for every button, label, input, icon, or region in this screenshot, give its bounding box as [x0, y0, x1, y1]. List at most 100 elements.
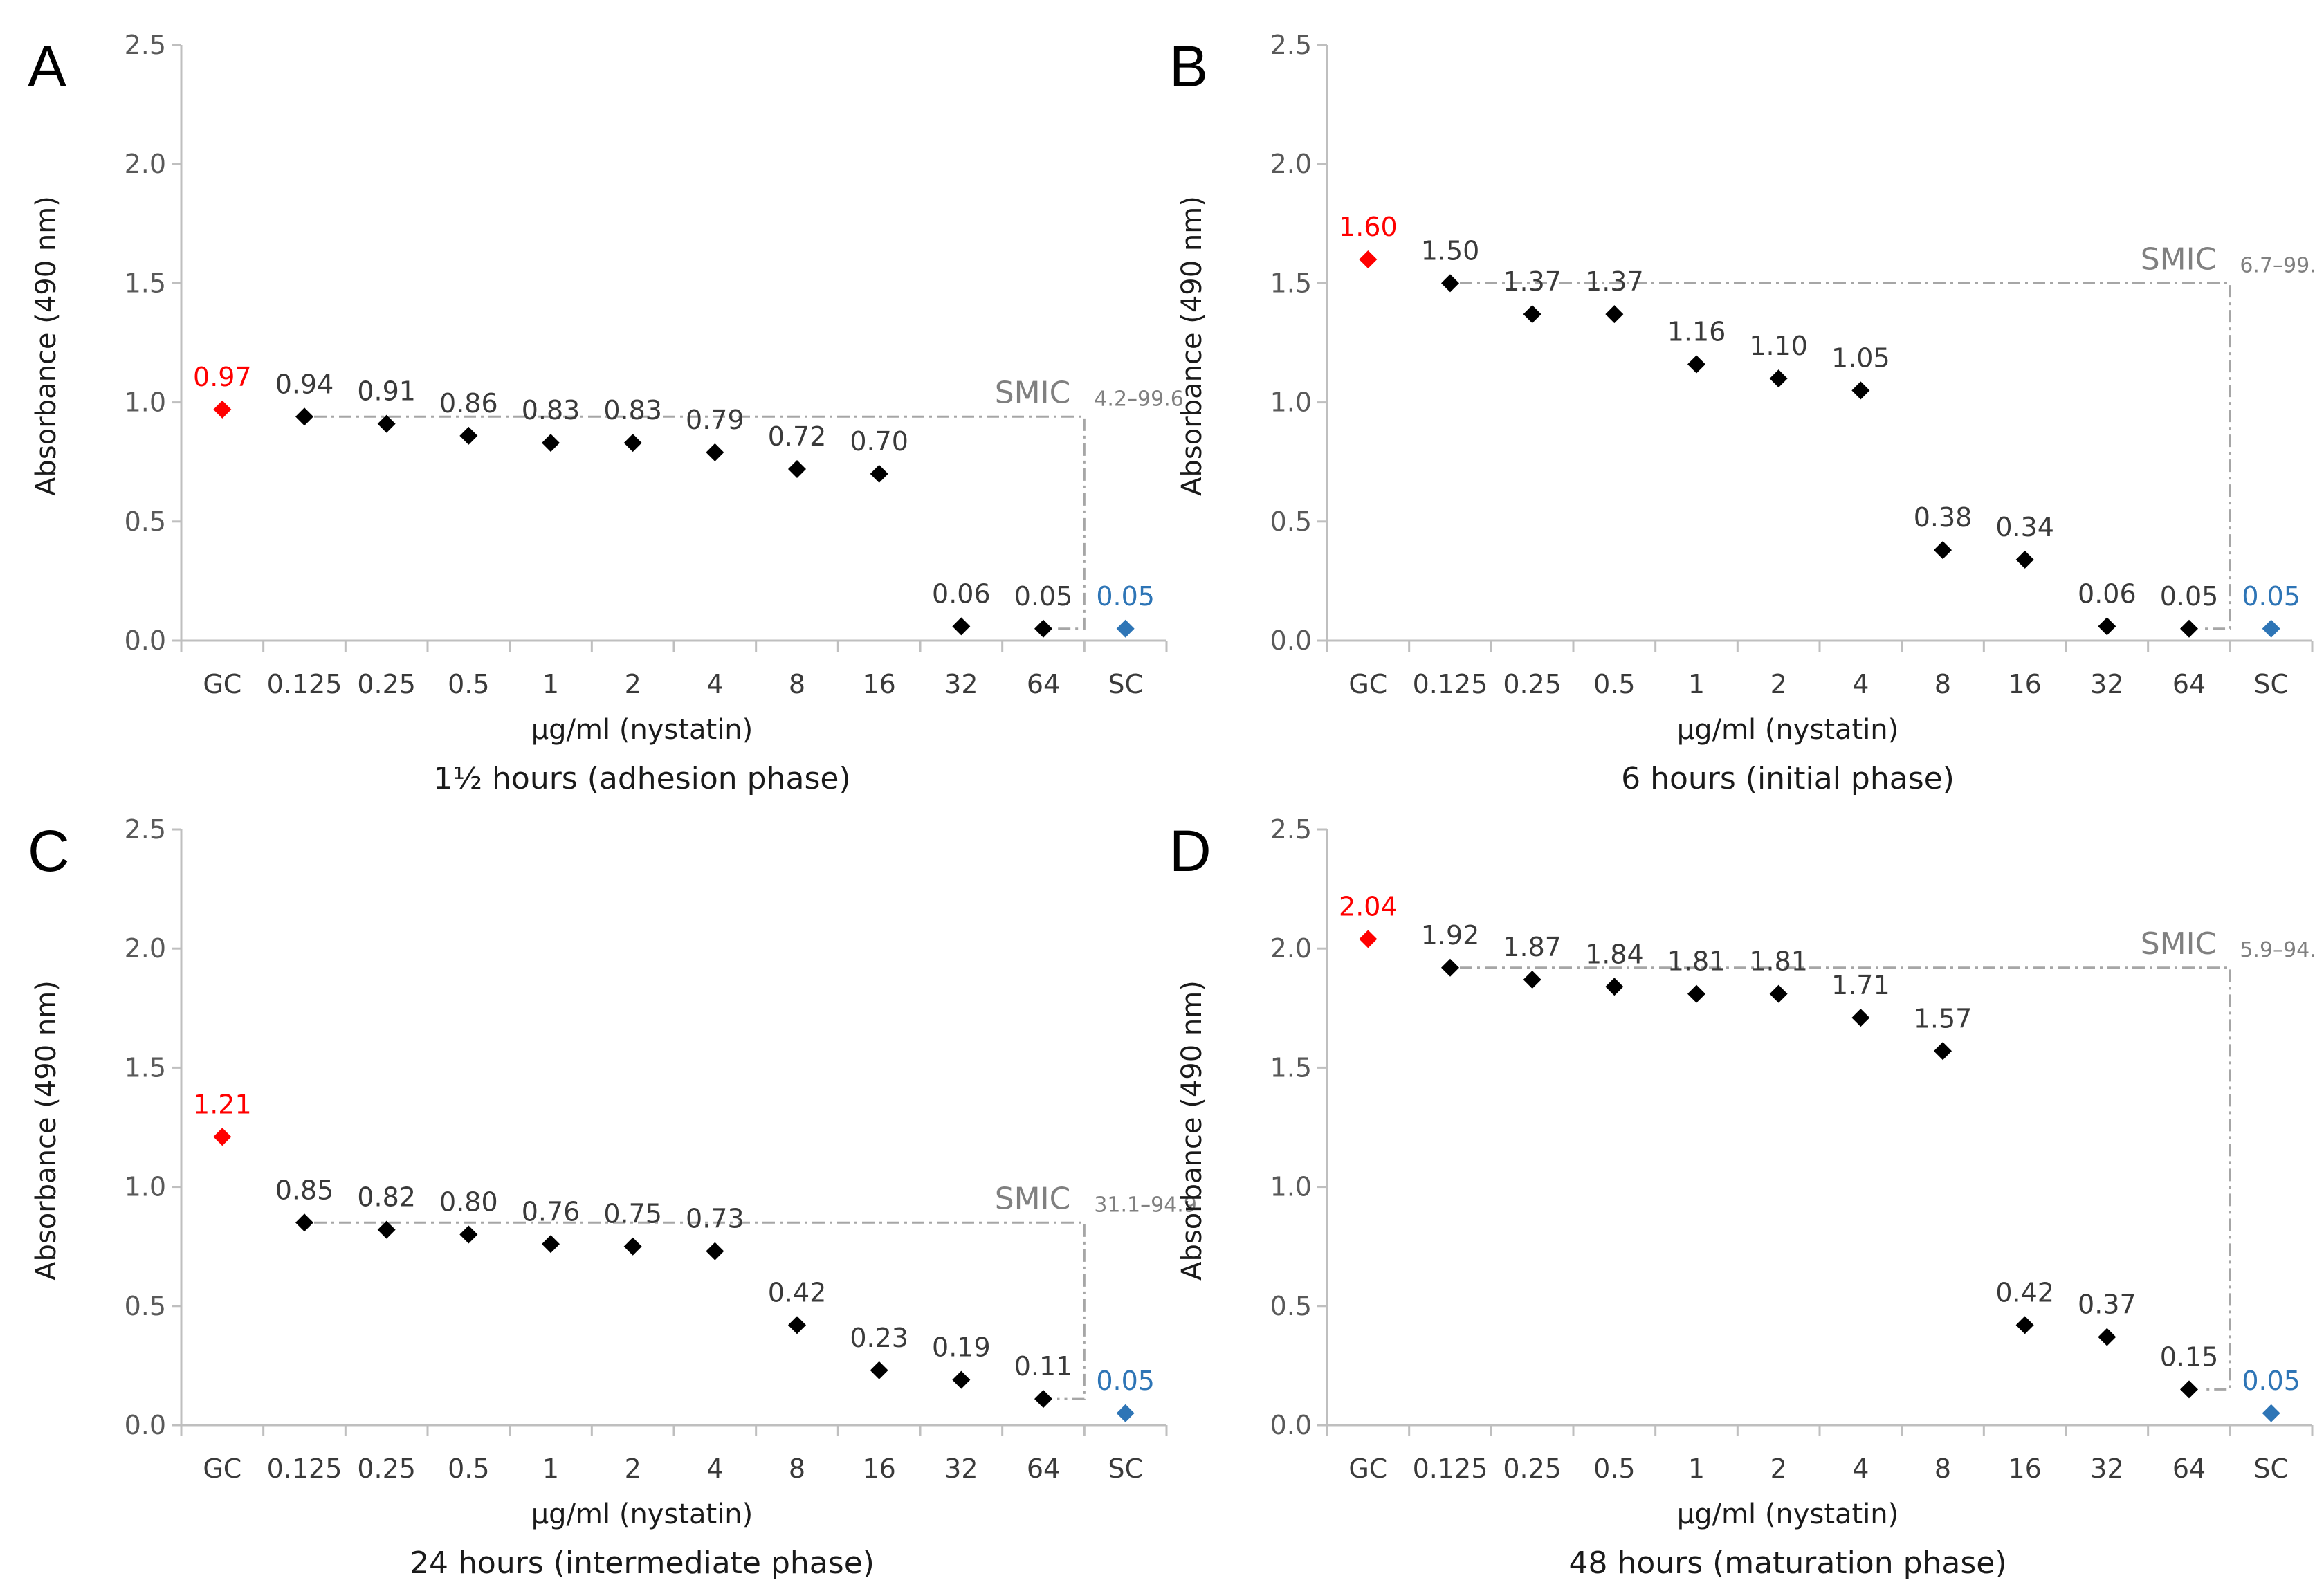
- panel-b-data-label-64: 0.05: [2160, 581, 2219, 612]
- panel-a-point-4: [706, 443, 724, 461]
- panel-a-point-8: [788, 460, 806, 479]
- panel-c-y-tick-label: 2.5: [125, 814, 166, 845]
- panel-d-data-label-64: 0.15: [2160, 1341, 2219, 1372]
- panel-c: C Absorbance (490 nm) µg/ml (nystatin) 2…: [28, 814, 1197, 1581]
- panel-a-x-tick-label: 0.25: [357, 669, 416, 699]
- panel-c-x-tick-label: 0.125: [267, 1453, 342, 1484]
- panel-d-x-tick-label: 64: [2172, 1453, 2206, 1484]
- panel-d-x-tick-label: 8: [1934, 1453, 1951, 1484]
- panel-a-x-tick-label: 0.125: [267, 669, 342, 699]
- panel-a-x-tick-label: 0.5: [448, 669, 489, 699]
- panel-c-plot-area: 0.0 0.5 1.0 1.5 2.0 2.5 GC 0.125 0.25 0.5 1 2 4 8 16 32…: [125, 814, 1197, 1484]
- panel-a-point-GC: [213, 400, 232, 419]
- panel-b-data-label-4: 1.05: [1831, 342, 1890, 373]
- panel-c-x-tick-label: 8: [789, 1453, 805, 1484]
- panel-b-data-label-1: 1.16: [1667, 316, 1726, 347]
- panel-a-y-tick-label: 1.5: [125, 268, 166, 298]
- panel-c-point-4: [706, 1242, 724, 1260]
- panel-c-point-SC: [1116, 1404, 1135, 1422]
- panel-b-subtitle: 6 hours (initial phase): [1621, 761, 1955, 796]
- panel-b-x-tick-label: 2: [1770, 669, 1787, 699]
- panel-d-data-label-8: 1.57: [1914, 1003, 1973, 1034]
- panel-d-smic-bracket: [1460, 966, 2231, 1391]
- panel-a-smic-bracket: [314, 415, 1086, 630]
- panel-c-point-8: [788, 1316, 806, 1334]
- panel-b-data-label-SC: 0.05: [2242, 581, 2300, 612]
- panel-c-point-GC: [213, 1128, 232, 1146]
- panel-d-smic-label: SMIC: [2141, 926, 2217, 962]
- panel-d-point-8: [1934, 1042, 1952, 1061]
- panel-b-data-label-32: 0.06: [2078, 578, 2136, 609]
- panel-b-point-2: [1769, 369, 1788, 388]
- panel-a-point-0.5: [459, 426, 478, 445]
- panel-c-data-label-4: 0.73: [686, 1204, 744, 1234]
- panel-d-smic-range: 5.9–94.6: [2240, 938, 2315, 962]
- panel-b-point-GC: [1359, 250, 1378, 268]
- panel-b-data-label-0.25: 1.37: [1503, 266, 1562, 297]
- panel-d-y-axis-title: Absorbance (490 nm): [1176, 980, 1208, 1281]
- panel-d-point-64: [2180, 1380, 2198, 1399]
- panel-d-data-label-SC: 0.05: [2242, 1366, 2300, 1396]
- panel-d-point-GC: [1359, 930, 1378, 948]
- panel-c-data-label-16: 0.23: [850, 1323, 908, 1353]
- panel-c-smic-range: 31.1–94.9: [1094, 1193, 1197, 1217]
- panel-c-letter: C: [28, 818, 70, 883]
- panel-d-data-label-0.5: 1.84: [1585, 939, 1644, 969]
- panel-b-x-axis-title: µg/ml (nystatin): [1677, 714, 1899, 746]
- panel-b-x-tick-label: 0.25: [1503, 669, 1562, 699]
- panel-d-x-tick-label: 4: [1852, 1453, 1869, 1484]
- panel-b-y-tick-label: 1.0: [1270, 387, 1312, 418]
- panel-d-x-tick-label: 0.5: [1593, 1453, 1635, 1484]
- panel-a-y-tick-label: 2.0: [125, 149, 166, 179]
- panel-a-point-0.25: [377, 414, 396, 433]
- panel-d-y-tick-label: 0.0: [1270, 1410, 1312, 1440]
- panel-d-point-2: [1769, 984, 1788, 1003]
- panel-d-x-tick-label: 32: [2090, 1453, 2123, 1484]
- panel-b-x-tick-label: 64: [2172, 669, 2206, 699]
- panel-a-plot-area: 0.0 0.5 1.0 1.5 2.0 2.5 GC 0.125 0.25 0.5 1 2 4 8 16 32…: [125, 30, 1184, 699]
- panel-b-y-tick-label: 2.0: [1270, 149, 1312, 179]
- panel-b-y-tick-label: 0.0: [1270, 625, 1312, 656]
- panel-a-data-label-2: 0.83: [603, 395, 662, 425]
- panel-b-x-tick-label: 32: [2090, 669, 2123, 699]
- panel-b-x-tick-label: 4: [1852, 669, 1869, 699]
- panel-b-point-16: [2015, 550, 2034, 569]
- panel-b-point-4: [1851, 381, 1870, 400]
- panel-a-x-tick-label: SC: [1108, 669, 1143, 699]
- panel-d-x-tick-label: 16: [2008, 1453, 2041, 1484]
- panel-d-data-label-GC: 2.04: [1339, 891, 1398, 921]
- panel-c-data-label-SC: 0.05: [1096, 1366, 1155, 1396]
- panel-b-y-axis-title: Absorbance (490 nm): [1176, 196, 1208, 496]
- panel-c-data-label-8: 0.42: [768, 1277, 827, 1308]
- panel-c-x-tick-label: 64: [1027, 1453, 1060, 1484]
- panel-b-point-1: [1687, 355, 1705, 374]
- panel-c-point-2: [623, 1237, 642, 1256]
- panel-c-smic-label: SMIC: [995, 1181, 1071, 1216]
- panel-c-y-tick-label: 1.0: [125, 1172, 166, 1202]
- panel-b-smic-label: SMIC: [2141, 241, 2217, 277]
- panel-b-point-32: [2098, 617, 2116, 636]
- panel-c-y-tick-label: 1.5: [125, 1052, 166, 1083]
- panel-c-x-tick-label: 16: [862, 1453, 895, 1484]
- panel-a-data-label-16: 0.70: [850, 426, 908, 457]
- panel-a-x-axis-title: µg/ml (nystatin): [531, 714, 753, 746]
- panel-d-data-label-2: 1.81: [1749, 946, 1808, 977]
- panel-d-plot-area: 0.0 0.5 1.0 1.5 2.0 2.5 GC 0.125 0.25 0.5 1 2 4 8 16 32…: [1270, 814, 2315, 1484]
- panel-d-y-tick-label: 1.0: [1270, 1172, 1312, 1202]
- panel-d-point-0.5: [1605, 978, 1624, 996]
- panel-a-data-label-8: 0.72: [768, 421, 827, 452]
- panel-c-y-axis-title: Absorbance (490 nm): [30, 980, 62, 1281]
- panel-a-x-tick-label: 2: [625, 669, 641, 699]
- panel-d-x-tick-label: GC: [1348, 1453, 1387, 1484]
- panel-a-data-label-0.5: 0.86: [439, 388, 498, 419]
- panel-c-point-64: [1034, 1390, 1052, 1409]
- panel-b-smic-range: 6.7–99.3: [2240, 253, 2315, 277]
- panel-a-point-0.125: [295, 407, 313, 426]
- panel-b-x-tick-label: 8: [1934, 669, 1951, 699]
- panel-a-x-tick-label: 1: [542, 669, 559, 699]
- panel-c-x-tick-label: 2: [625, 1453, 641, 1484]
- panel-d-point-1: [1687, 984, 1705, 1003]
- panel-d-data-label-4: 1.71: [1831, 970, 1890, 1000]
- panel-b-x-tick-label: 0.5: [1593, 669, 1635, 699]
- panel-b-letter: B: [1169, 34, 1208, 99]
